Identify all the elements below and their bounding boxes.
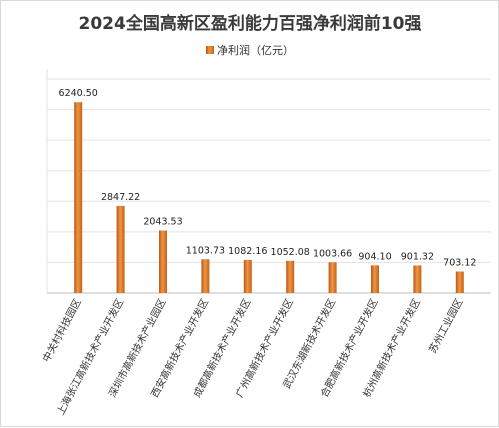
category-labels: 中关村科技园区上海张江高新技术产业开发区深圳市高新技术产业园区西安高新技术产业开…: [40, 296, 466, 417]
bar-7: [328, 262, 337, 293]
data-label-4: 1103.73: [186, 245, 225, 256]
bar-9: [413, 265, 422, 293]
legend: 净利润（亿元）: [206, 43, 294, 57]
data-label-9: 901.32: [401, 251, 434, 262]
bar-3: [159, 230, 167, 293]
bars: [74, 102, 464, 294]
legend-swatch: [206, 46, 214, 54]
legend-label: 净利润（亿元）: [217, 43, 294, 57]
data-label-3: 2043.53: [143, 217, 182, 228]
data-label-8: 904.10: [358, 251, 391, 262]
data-label-6: 1052.08: [271, 247, 310, 258]
bar-6: [286, 260, 295, 293]
data-label-2: 2847.22: [101, 192, 140, 203]
bar-2: [116, 205, 125, 293]
bar-5: [243, 259, 252, 293]
data-label-1: 6240.50: [59, 88, 98, 99]
bar-1: [74, 102, 83, 294]
bar-10: [455, 271, 464, 293]
chart-title: 2024全国高新区盈利能力百强净利润前10强: [79, 13, 422, 34]
data-labels: 6240.50 2847.22 2043.53 1103.73 1082.16 1052.…: [59, 88, 477, 268]
category-label-10: 苏州工业园区: [426, 296, 466, 355]
data-label-10: 703.12: [443, 258, 476, 269]
data-label-5: 1082.16: [228, 246, 267, 257]
bar-4: [201, 259, 210, 293]
bar-8: [371, 265, 379, 293]
data-label-7: 1003.66: [313, 248, 352, 259]
category-label-1: 中关村科技园区: [40, 296, 84, 364]
